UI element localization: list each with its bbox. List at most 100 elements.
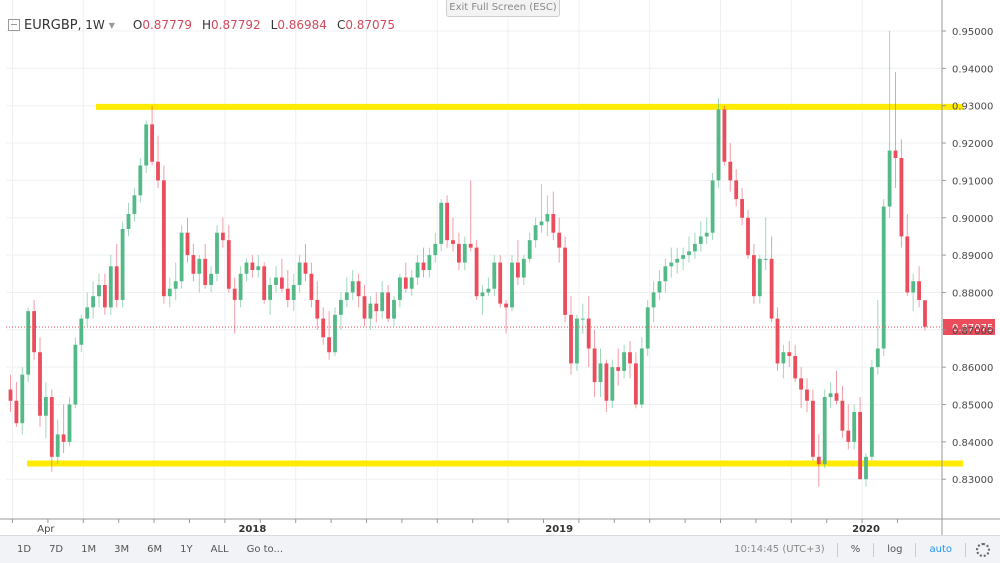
candle[interactable] [870, 359, 874, 461]
candle[interactable] [822, 389, 827, 468]
candle[interactable] [769, 236, 774, 323]
candle[interactable] [427, 247, 432, 278]
candle[interactable] [173, 262, 178, 300]
candle[interactable] [150, 105, 154, 166]
candle[interactable] [722, 105, 727, 166]
candle[interactable] [8, 374, 13, 412]
horizontal-levels[interactable] [27, 103, 963, 467]
candle[interactable] [14, 382, 19, 427]
candle[interactable] [881, 199, 886, 356]
candle[interactable] [504, 299, 508, 334]
candle[interactable] [197, 255, 202, 293]
range-3m-button[interactable]: 3M [114, 544, 130, 555]
candle[interactable] [639, 337, 644, 409]
candle[interactable] [297, 255, 302, 293]
candle[interactable] [79, 314, 84, 353]
candle[interactable] [433, 232, 438, 263]
candle[interactable] [834, 370, 839, 405]
candle[interactable] [651, 281, 656, 323]
candle[interactable] [386, 284, 390, 323]
candle[interactable] [132, 187, 137, 222]
candle[interactable] [787, 341, 792, 368]
candle[interactable] [409, 270, 414, 297]
candle[interactable] [256, 255, 261, 278]
candle[interactable] [805, 378, 809, 412]
candle[interactable] [527, 232, 532, 263]
candle[interactable] [923, 300, 927, 331]
candle[interactable] [280, 258, 284, 293]
candle[interactable] [846, 404, 851, 450]
candle[interactable] [44, 382, 48, 439]
candle[interactable] [38, 337, 42, 427]
candle[interactable] [445, 195, 449, 248]
candle[interactable] [451, 217, 455, 252]
candle[interactable] [226, 225, 231, 293]
candle[interactable] [592, 329, 597, 398]
candle[interactable] [380, 281, 385, 319]
candle[interactable] [185, 217, 190, 263]
candle[interactable] [232, 277, 237, 334]
candle[interactable] [616, 348, 621, 386]
candle[interactable] [108, 255, 113, 315]
candle[interactable] [645, 299, 650, 356]
candle[interactable] [757, 255, 762, 304]
candle[interactable] [368, 296, 373, 330]
candle[interactable] [262, 262, 267, 304]
candle[interactable] [268, 277, 272, 315]
candle[interactable] [911, 273, 916, 312]
candle[interactable] [462, 236, 467, 271]
candle[interactable] [622, 344, 626, 379]
candle[interactable] [634, 352, 638, 409]
gear-icon[interactable] [976, 542, 990, 557]
candle[interactable] [250, 255, 255, 278]
candle[interactable] [563, 236, 567, 323]
exit-fullscreen-button[interactable]: Exit Full Screen (ESC) [446, 0, 560, 17]
candle[interactable] [215, 225, 219, 282]
candle[interactable] [811, 389, 815, 461]
candle[interactable] [126, 202, 131, 237]
candle[interactable] [421, 247, 426, 278]
candle[interactable] [510, 255, 514, 312]
candle[interactable] [85, 292, 90, 327]
range-1y-button[interactable]: 1Y [180, 544, 193, 555]
candle[interactable] [103, 273, 107, 315]
price-axis[interactable]: 0.95000 0.94000 0.93000 0.92000 0.91000 0.900… [941, 0, 993, 535]
candle[interactable] [138, 157, 143, 203]
goto-button[interactable]: Go to... [246, 544, 284, 555]
candle[interactable] [533, 217, 538, 248]
candle[interactable] [887, 31, 892, 218]
candle[interactable] [575, 314, 579, 371]
candle[interactable] [799, 367, 803, 409]
chevron-down-icon[interactable]: ▼ [108, 20, 115, 30]
candle[interactable] [917, 266, 921, 308]
candle[interactable] [73, 337, 78, 409]
candle[interactable] [828, 382, 833, 409]
candle[interactable] [687, 236, 691, 263]
candle[interactable] [657, 270, 662, 300]
candle[interactable] [663, 258, 668, 293]
candle[interactable] [32, 299, 36, 360]
candle[interactable] [321, 307, 326, 345]
candle[interactable] [858, 397, 862, 480]
auto-scale-toggle[interactable]: auto [929, 544, 952, 555]
candle[interactable] [144, 120, 149, 173]
candle[interactable] [439, 199, 444, 252]
candle[interactable] [551, 191, 556, 241]
candle[interactable] [539, 184, 544, 233]
candle[interactable] [291, 273, 296, 312]
candle[interactable] [97, 273, 101, 308]
candle[interactable] [309, 262, 314, 308]
candle[interactable] [569, 296, 573, 375]
candle[interactable] [521, 255, 526, 285]
candle[interactable] [734, 169, 739, 207]
candle[interactable] [114, 243, 119, 308]
log-toggle[interactable]: log [887, 544, 903, 555]
candle[interactable] [49, 389, 54, 472]
candle[interactable] [374, 292, 379, 323]
candle[interactable] [704, 217, 709, 244]
candle[interactable] [740, 187, 744, 226]
candle[interactable] [468, 180, 473, 252]
candle[interactable] [557, 217, 562, 263]
candle[interactable] [238, 266, 243, 308]
candle[interactable] [156, 135, 160, 188]
